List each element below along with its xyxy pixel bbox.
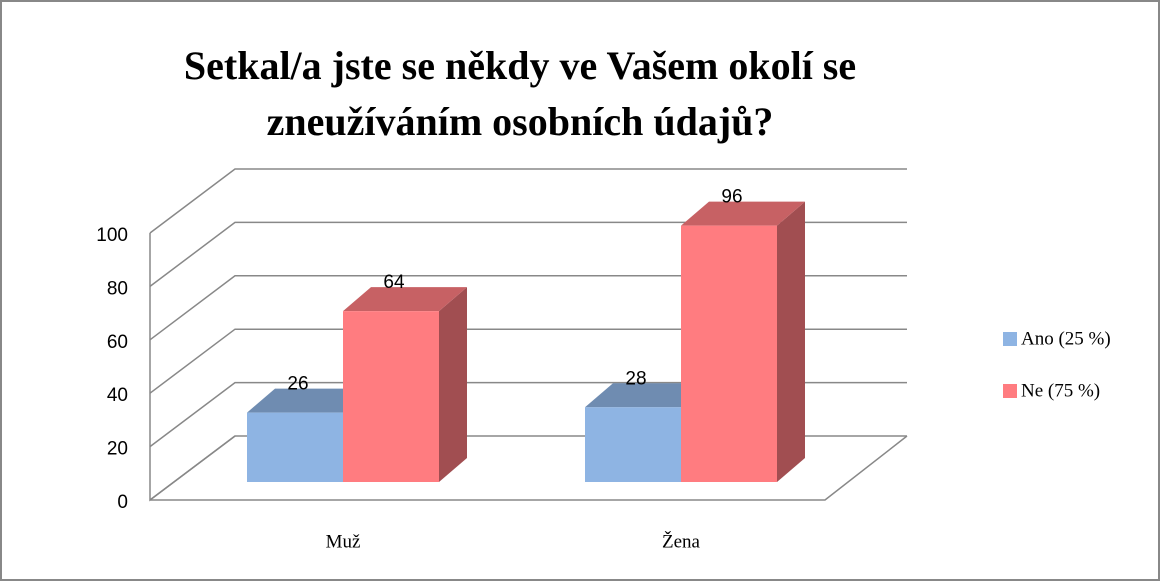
bar-front xyxy=(681,225,777,482)
data-label: 28 xyxy=(625,368,646,389)
bar-top xyxy=(681,201,805,226)
legend-label: Ano (25 %) xyxy=(1021,328,1111,349)
y-tick-label: 0 xyxy=(117,492,128,513)
bar-front xyxy=(247,412,343,482)
bar-top xyxy=(343,287,467,312)
y-tick-label: 80 xyxy=(107,278,128,299)
bar-side xyxy=(439,287,467,482)
legend-swatch xyxy=(1003,384,1017,398)
bar xyxy=(343,287,467,482)
x-tick-label: Muž xyxy=(326,531,361,552)
bar-side xyxy=(777,201,805,482)
y-tick-label: 40 xyxy=(107,385,128,406)
data-label: 96 xyxy=(721,187,742,208)
y-tick-label: 20 xyxy=(107,439,128,460)
bar-front xyxy=(585,407,681,482)
chart-title: zneužíváním osobních údajů? xyxy=(267,99,774,144)
bar-front xyxy=(343,311,439,482)
floor xyxy=(150,435,908,501)
grid-line xyxy=(149,168,907,234)
y-tick-label: 100 xyxy=(96,225,128,246)
chart-title: Setkal/a jste se někdy ve Vašem okolí se xyxy=(184,43,856,88)
legend-swatch xyxy=(1003,332,1017,346)
data-label: 64 xyxy=(383,272,405,293)
bar-top xyxy=(247,388,371,413)
y-tick-label: 60 xyxy=(107,332,128,353)
x-tick-label: Žena xyxy=(662,530,701,552)
bar-top xyxy=(585,383,709,408)
data-label: 26 xyxy=(287,374,308,395)
legend-label: Ne (75 %) xyxy=(1021,380,1100,401)
bar xyxy=(681,201,805,482)
grid-line xyxy=(149,221,907,287)
